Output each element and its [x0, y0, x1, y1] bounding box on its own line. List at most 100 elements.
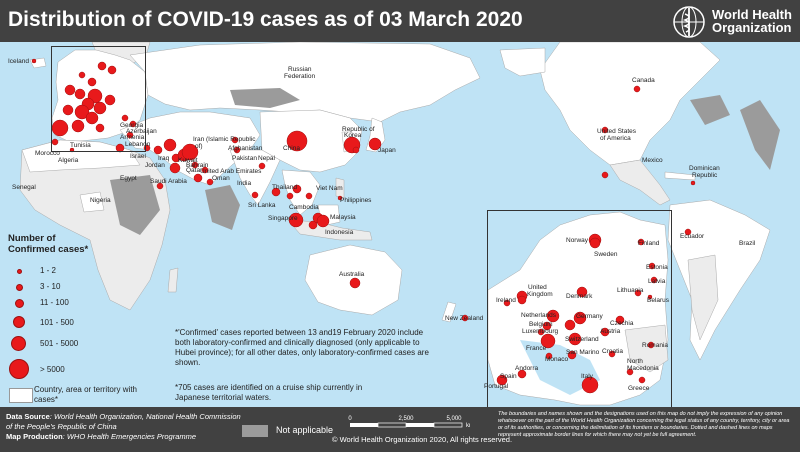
country-label-indonesia: Indonesia — [325, 229, 354, 236]
country-label-srilanka: Sri Lanka — [248, 202, 276, 209]
legend-dot — [11, 336, 26, 351]
case-marker — [608, 350, 616, 358]
case-marker — [169, 162, 181, 174]
case-marker — [74, 104, 90, 120]
case-marker — [648, 262, 656, 270]
country-label-estonia: Estonia — [646, 264, 668, 271]
case-marker — [64, 84, 76, 96]
case-marker — [71, 119, 85, 133]
case-marker — [537, 328, 545, 336]
country-label-uae: United Arab Emirates — [200, 168, 262, 175]
country-label-belarus: Belarus — [647, 297, 670, 304]
scale-label-0: 0 — [348, 416, 352, 422]
case-marker — [638, 376, 646, 384]
country-label-belgium: Belgium — [529, 321, 553, 328]
country-label-algeria: Algeria — [58, 157, 79, 164]
case-marker — [258, 162, 266, 170]
case-marker — [87, 77, 97, 87]
data-source-line: Data Source: World Health Organization, … — [6, 412, 246, 432]
country-label-lebanon: Lebanon — [125, 141, 151, 148]
case-marker — [121, 114, 129, 122]
country-label-thailand: Thailand — [272, 184, 297, 191]
case-marker — [193, 173, 203, 183]
legend-dot — [15, 299, 24, 308]
case-marker — [637, 238, 645, 246]
nigeria-landmass — [79, 191, 105, 213]
scale-bar: 0 2,500 5,000 km — [348, 416, 470, 429]
country-label-russia2: Federation — [284, 73, 316, 80]
philippines-landmass — [335, 177, 345, 199]
south-america-gray — [687, 254, 719, 341]
case-marker — [647, 341, 655, 349]
territory-swatch — [9, 388, 33, 403]
alaska-landmass — [499, 47, 546, 77]
europe-inset-gray — [624, 324, 669, 373]
scale-label-end: 5,000 — [446, 416, 462, 422]
country-label-iran1: Iran (Islamic Republic — [193, 136, 256, 143]
case-marker — [601, 126, 609, 134]
who-name-line1: World Health — [712, 7, 792, 22]
case-marker — [545, 352, 553, 360]
country-label-philippines: Philippines — [340, 197, 372, 204]
case-marker — [126, 131, 134, 139]
country-label-israel: Israel — [130, 153, 146, 160]
country-label-dominican2: Republic — [692, 172, 718, 179]
case-marker — [251, 191, 259, 199]
country-label-usa2: of America — [600, 135, 631, 142]
legend-title-line1: Number of — [8, 233, 56, 244]
case-marker — [31, 58, 37, 64]
legend-title-line2: Confirmed cases* — [8, 244, 89, 255]
country-label-finland: Finland — [638, 240, 660, 247]
case-marker — [129, 120, 137, 128]
country-label-nigeria: Nigeria — [90, 197, 111, 204]
case-marker — [51, 138, 59, 146]
case-marker — [576, 286, 588, 298]
country-label-qatar: Qatar — [186, 167, 203, 174]
case-marker — [337, 195, 343, 201]
not-applicable-label: Not applicable — [276, 425, 334, 435]
country-label-italy: Italy — [581, 373, 593, 380]
who-name-line2: Organization — [712, 20, 792, 35]
country-label-germany: Germany — [576, 313, 603, 320]
country-label-canada: Canada — [632, 77, 655, 84]
case-marker — [589, 237, 601, 249]
country-label-luxembourg: Luxembourg — [522, 328, 559, 335]
country-label-nepal: Nepal — [258, 155, 275, 162]
world-map — [0, 42, 800, 407]
country-label-malaysia: Malaysia — [330, 214, 356, 221]
country-label-iraq: Iraq — [158, 155, 170, 162]
country-label-pakistan: Pakistan — [232, 155, 257, 162]
case-marker — [352, 146, 360, 154]
case-marker — [104, 94, 116, 106]
case-marker — [546, 309, 560, 323]
case-marker — [191, 161, 199, 169]
legend-dot — [17, 269, 22, 274]
central-america-landmass — [609, 159, 671, 206]
case-marker — [78, 71, 86, 79]
country-label-japan: Japan — [378, 147, 396, 154]
legend-label: 101 - 500 — [40, 318, 74, 327]
legend-dot — [13, 316, 25, 328]
country-label-bahrain: Bahrain — [186, 162, 209, 169]
case-marker — [233, 146, 241, 154]
case-marker — [201, 166, 209, 174]
map-title: Distribution of COVID-19 cases as of 03 … — [8, 8, 523, 31]
case-marker — [567, 350, 577, 360]
case-marker — [684, 228, 692, 236]
country-label-newzealand: New Zealand — [445, 315, 484, 322]
country-label-ireland: Ireland — [496, 297, 516, 304]
country-label-australia: Australia — [339, 271, 365, 278]
country-label-cambodia: Cambodia — [289, 204, 319, 211]
country-label-northmacedonia1: North — [627, 358, 643, 365]
source-credits: Data Source: World Health Organization, … — [6, 412, 246, 442]
not-applicable-area — [205, 185, 240, 230]
case-marker — [349, 277, 361, 289]
territory-label: Country, area or territory with cases* — [34, 385, 137, 404]
not-applicable-area — [740, 100, 780, 170]
disclaimer: The boundaries and names shown and the d… — [498, 411, 790, 438]
country-label-uk2: Kingdom — [527, 291, 553, 298]
country-label-korea1: Republic of — [342, 126, 375, 133]
case-marker — [647, 294, 653, 300]
country-label-sweden: Sweden — [594, 251, 618, 258]
country-label-vietnam: Viet Nam — [316, 185, 343, 192]
